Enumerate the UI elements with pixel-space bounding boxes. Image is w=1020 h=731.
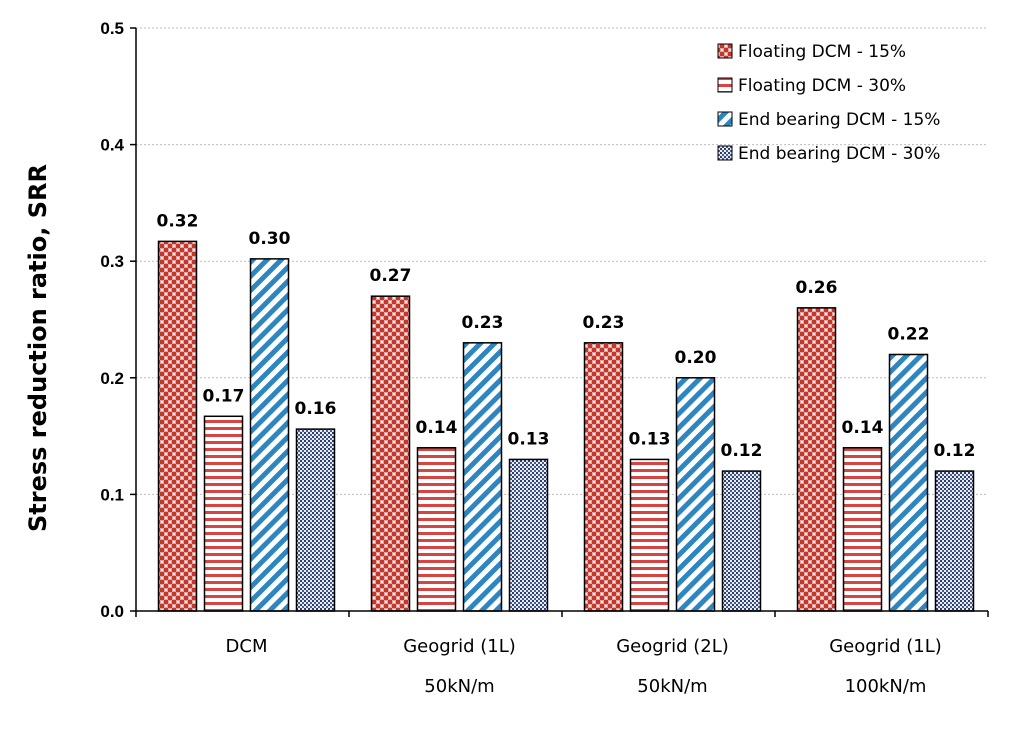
data-labels: 0.32 0.17 0.30 0.16 0.27 0.14 0.23 0.13 0.23 0.13… xyxy=(157,211,976,461)
data-label: 0.14 xyxy=(842,418,884,438)
data-label: 0.22 xyxy=(888,324,930,344)
data-label: 0.30 xyxy=(249,229,291,249)
legend-swatch-3 xyxy=(717,111,733,127)
bars xyxy=(157,240,975,612)
bar-3-cat-4 xyxy=(888,353,929,612)
x-category-label: Geogrid (1L) xyxy=(403,636,516,657)
bar-1-cat-2 xyxy=(370,295,411,612)
bar-3-cat-2 xyxy=(462,342,503,612)
y-axis-title: Stress reduction ratio, SRR xyxy=(24,164,52,532)
data-label: 0.17 xyxy=(203,386,245,406)
y-tick-labels: 0.0 0.1 0.2 0.3 0.4 0.5 xyxy=(100,19,124,621)
data-label: 0.26 xyxy=(796,278,838,298)
y-tick-label: 0.0 xyxy=(100,602,124,621)
legend-swatch-4 xyxy=(717,145,733,161)
data-label: 0.23 xyxy=(583,313,625,333)
bar-2-cat-3 xyxy=(629,458,670,612)
data-label: 0.23 xyxy=(462,313,504,333)
axes xyxy=(130,27,989,617)
bar-3-cat-3 xyxy=(675,377,716,612)
bar-4-cat-1 xyxy=(295,428,336,612)
legend-swatch-2 xyxy=(717,77,733,93)
x-category-label: Geogrid (1L) xyxy=(829,636,942,657)
legend-label-2: Floating DCM - 30% xyxy=(738,76,906,96)
data-label: 0.14 xyxy=(416,418,458,438)
data-label: 0.27 xyxy=(370,266,412,286)
bar-2-cat-1 xyxy=(203,415,244,612)
data-label: 0.13 xyxy=(629,429,671,449)
legend-swatch-1 xyxy=(717,43,733,59)
data-label: 0.12 xyxy=(934,441,976,461)
x-category-label: Geogrid (2L) xyxy=(616,636,729,657)
bar-1-cat-3 xyxy=(583,342,624,612)
bar-4-cat-4 xyxy=(934,470,975,612)
bar-3-cat-1 xyxy=(249,258,290,612)
bar-1-cat-1 xyxy=(157,240,198,612)
data-label: 0.12 xyxy=(721,441,763,461)
y-tick-label: 0.2 xyxy=(100,369,124,388)
y-tick-label: 0.1 xyxy=(100,485,124,504)
data-label: 0.32 xyxy=(157,211,199,231)
bar-4-cat-3 xyxy=(721,470,762,612)
bar-2-cat-2 xyxy=(416,447,457,612)
x-category-label: DCM xyxy=(226,636,268,657)
y-tick-label: 0.5 xyxy=(100,19,124,38)
x-category-label: 100kN/m xyxy=(845,676,927,697)
x-category-label: 50kN/m xyxy=(424,676,494,697)
data-label: 0.13 xyxy=(508,429,550,449)
legend: Floating DCM - 15% Floating DCM - 30% End … xyxy=(717,42,940,164)
y-tick-label: 0.4 xyxy=(100,136,124,155)
x-category-label: 50kN/m xyxy=(637,676,707,697)
y-tick-label: 0.3 xyxy=(100,252,124,271)
legend-label-4: End bearing DCM - 30% xyxy=(738,144,940,164)
bar-1-cat-4 xyxy=(796,307,837,612)
x-category-labels: DCM Geogrid (1L) 50kN/m Geogrid (2L) 50kN/m G… xyxy=(226,636,942,697)
data-label: 0.16 xyxy=(295,399,337,419)
bar-2-cat-4 xyxy=(842,447,883,612)
bar-4-cat-2 xyxy=(508,458,549,612)
legend-label-1: Floating DCM - 15% xyxy=(738,42,906,62)
legend-label-3: End bearing DCM - 15% xyxy=(738,110,940,130)
data-label: 0.20 xyxy=(675,348,717,368)
